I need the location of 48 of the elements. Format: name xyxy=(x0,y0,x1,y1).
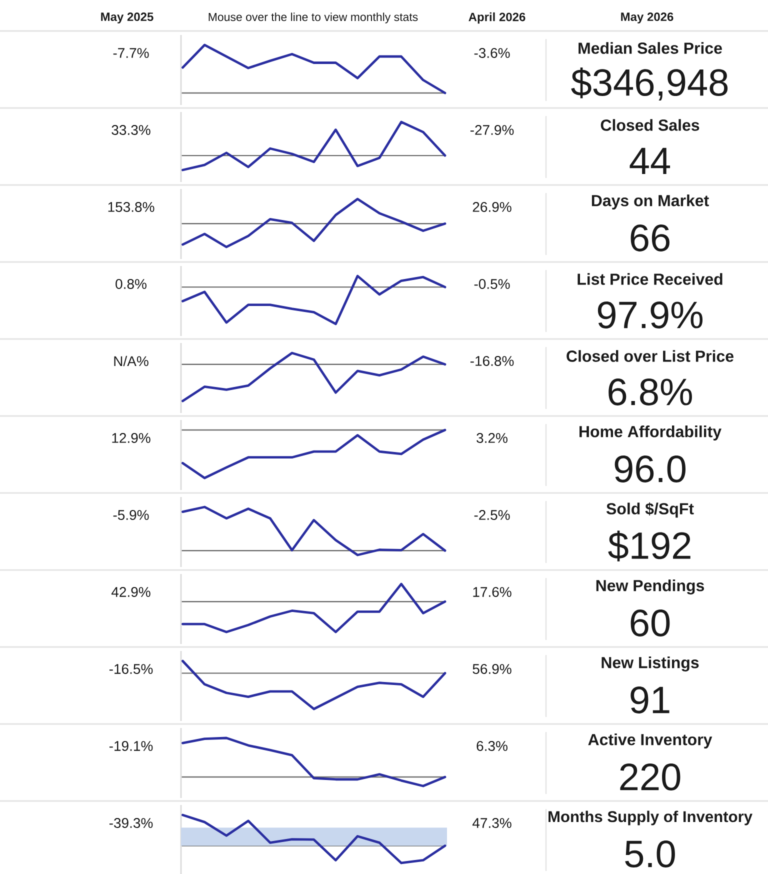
text: April 2026 xyxy=(468,12,526,24)
text: 66 xyxy=(630,224,670,252)
text: New Listings xyxy=(602,656,699,672)
text: Median Sales Price xyxy=(578,42,722,54)
text: $192 xyxy=(608,530,690,562)
text: 6.8% xyxy=(608,378,692,406)
text: -2.5% xyxy=(474,510,510,520)
text: May 2025 xyxy=(101,12,154,24)
text: -5.9% xyxy=(113,510,149,520)
text: 6.3% xyxy=(476,741,508,751)
text: May 2026 xyxy=(621,12,674,24)
text: -3.6% xyxy=(474,48,510,58)
text: $346,948 xyxy=(571,67,728,100)
text: 42.9% xyxy=(111,587,150,597)
text: 12.9% xyxy=(112,433,150,443)
text: Months Supply of Inventory xyxy=(548,810,752,826)
text: N/A% xyxy=(114,356,148,366)
text: -39.3% xyxy=(109,818,153,828)
text: New Pendings xyxy=(596,580,704,594)
text: Mouse over the line to view monthly stats xyxy=(208,12,418,24)
text: 97.9% xyxy=(598,302,703,328)
text: -16.5% xyxy=(109,664,153,674)
text: -16.8% xyxy=(470,356,514,366)
text: 33.3% xyxy=(112,125,150,135)
text: 5.0 xyxy=(625,840,675,868)
text: Active Inventory xyxy=(588,734,712,748)
text: 60 xyxy=(630,610,670,636)
text: 56.9% xyxy=(472,664,512,674)
text: Closed Sales xyxy=(600,119,700,131)
text: 0.8% xyxy=(116,279,146,289)
text: Sold $/SqFt xyxy=(606,502,694,518)
text: -7.7% xyxy=(113,48,149,58)
text: 17.6% xyxy=(473,587,512,597)
text: 26.9% xyxy=(472,202,512,212)
text: 47.3% xyxy=(472,818,512,828)
text: Days on Market xyxy=(592,194,709,210)
text: -27.9% xyxy=(470,125,514,135)
text: -0.5% xyxy=(474,279,510,289)
text: 96.0 xyxy=(614,456,686,482)
text: -19.1% xyxy=(109,741,153,751)
text: 153.8% xyxy=(108,202,154,212)
text: Closed over List Price xyxy=(566,350,734,362)
text: 220 xyxy=(620,764,680,790)
text: 3.2% xyxy=(476,433,508,443)
text: 91 xyxy=(630,686,670,714)
text: List Price Received xyxy=(578,273,722,285)
text: 44 xyxy=(630,148,670,174)
text: Home Affordability xyxy=(580,426,722,440)
